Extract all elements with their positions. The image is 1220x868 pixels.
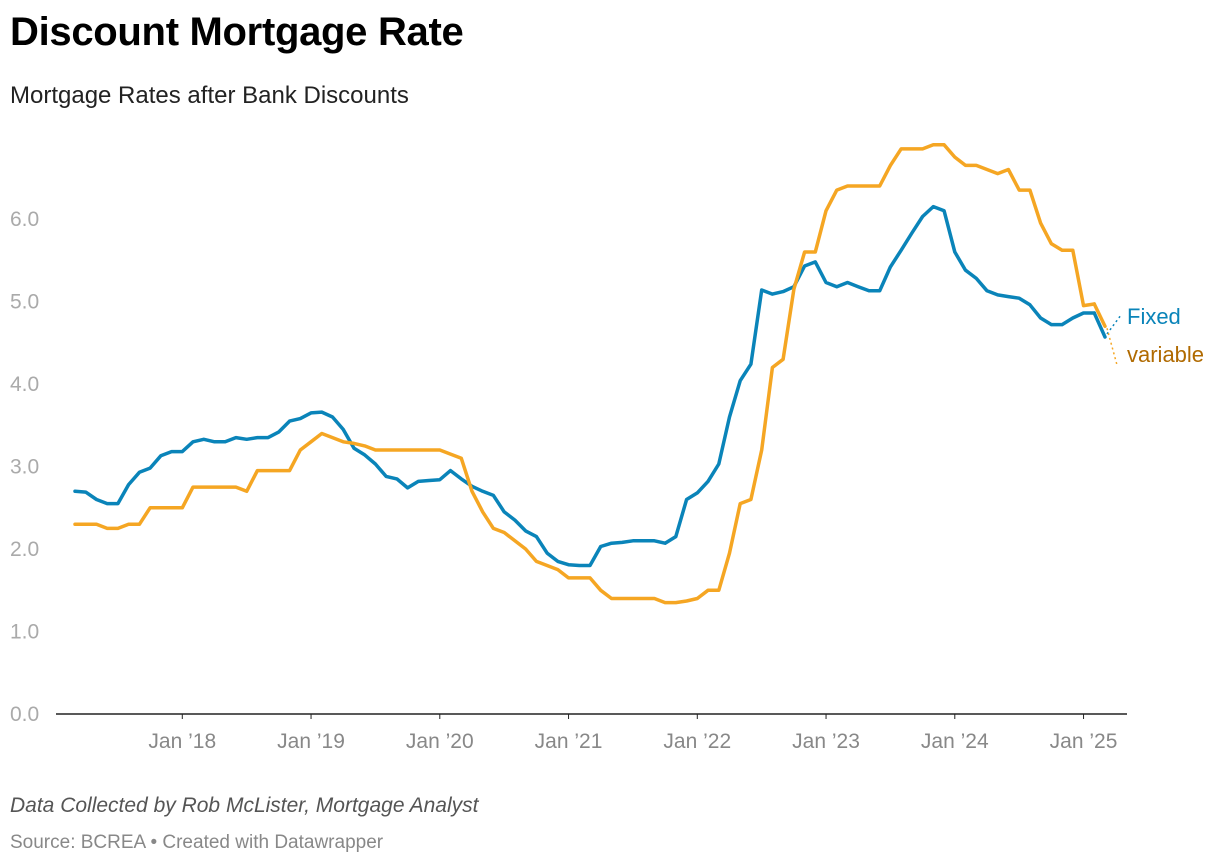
series-lines bbox=[73, 143, 1107, 605]
chart-subtitle: Mortgage Rates after Bank Discounts bbox=[10, 82, 409, 109]
x-tick-label: Jan ’22 bbox=[663, 730, 731, 753]
y-tick-label: 4.0 bbox=[10, 373, 39, 396]
x-tick-label: Jan ’24 bbox=[921, 730, 989, 753]
variable-series-label: variable bbox=[1127, 342, 1204, 367]
x-tick-label: Jan ’19 bbox=[277, 730, 345, 753]
y-tick-label: 6.0 bbox=[10, 208, 39, 231]
fixed-label-connector bbox=[1106, 314, 1122, 335]
series-end-segment-fixed bbox=[1092, 311, 1107, 339]
x-tick-label: Jan ’20 bbox=[406, 730, 474, 753]
y-axis: 0.0 1.0 2.0 3.0 4.0 5.0 6.0 bbox=[10, 208, 39, 726]
y-tick-label: 1.0 bbox=[10, 621, 39, 644]
y-tick-label: 5.0 bbox=[10, 291, 39, 314]
y-tick-label: 3.0 bbox=[10, 456, 39, 479]
y-tick-label: 0.0 bbox=[10, 703, 39, 726]
series-end-segment-variable bbox=[1092, 302, 1107, 328]
chart-source: Source: BCREA • Created with Datawrapper bbox=[10, 832, 384, 853]
series-labels: Fixed variable bbox=[1106, 304, 1204, 367]
y-tick-label: 2.0 bbox=[10, 538, 39, 561]
chart-title: Discount Mortgage Rate bbox=[10, 10, 464, 54]
series-line-fixed bbox=[73, 204, 1097, 568]
variable-label-connector bbox=[1106, 328, 1118, 366]
x-tick-label: Jan ’21 bbox=[535, 730, 603, 753]
x-tick-label: Jan ’18 bbox=[148, 730, 216, 753]
fixed-series-label: Fixed bbox=[1127, 304, 1181, 329]
series-line-variable bbox=[73, 143, 1097, 605]
chart-notes: Data Collected by Rob McLister, Mortgage… bbox=[10, 794, 479, 817]
x-tick-label: Jan ’25 bbox=[1050, 730, 1118, 753]
x-axis: Jan ’18 Jan ’19 Jan ’20 Jan ’21 Jan ’22 Jan ’… bbox=[56, 713, 1127, 753]
x-tick-label: Jan ’23 bbox=[792, 730, 860, 753]
